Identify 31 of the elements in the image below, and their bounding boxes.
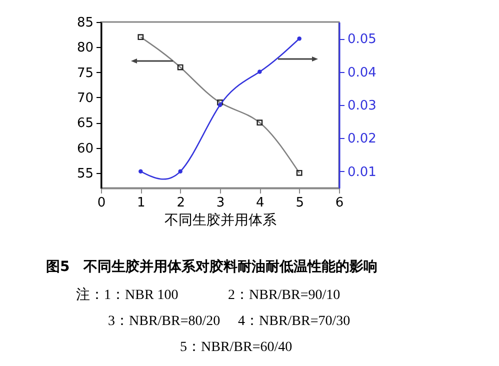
point bbox=[258, 70, 262, 74]
x-tick-label: 0 bbox=[97, 196, 106, 210]
y-tick-label: 85 bbox=[76, 16, 94, 30]
x-tick-label: 5 bbox=[296, 196, 304, 210]
x-tick-label: 2 bbox=[176, 196, 185, 210]
point bbox=[178, 169, 182, 174]
point bbox=[218, 102, 222, 108]
y-tick-label: 55 bbox=[76, 166, 94, 182]
x-axis-title: 不同生胶并用体系 bbox=[164, 212, 276, 228]
y2-tick-label: 0.02 bbox=[348, 132, 376, 147]
text: 2：NBR/BR=90/10 bbox=[228, 287, 340, 304]
x-tick-label: 4 bbox=[256, 196, 264, 210]
point bbox=[138, 169, 143, 174]
y2-tick-label: 0.03 bbox=[348, 98, 376, 114]
text: 图5 不同生胶并用体系对胶料耐油耐低温性能的影响 bbox=[46, 258, 378, 276]
x-tick-label: 3 bbox=[216, 196, 225, 210]
y-tick-label: 80 bbox=[76, 40, 94, 56]
x-tick-label: 1 bbox=[137, 196, 146, 210]
point bbox=[297, 36, 302, 41]
y-tick-label: 65 bbox=[76, 116, 94, 132]
y-tick-label: 60 bbox=[76, 141, 94, 156]
y-tick-label: 70 bbox=[76, 90, 94, 106]
y2-tick-label: 0.04 bbox=[348, 65, 376, 80]
x-tick-label: 6 bbox=[335, 196, 344, 210]
text: 5：NBR/BR=60/40 bbox=[180, 339, 292, 356]
text: 3：NBR/BR=80/20 bbox=[108, 313, 220, 330]
y2-tick-label: 0.01 bbox=[348, 164, 376, 180]
text: 注：1：NBR 100 bbox=[76, 286, 178, 304]
text: 4：NBR/BR=70/30 bbox=[238, 313, 350, 330]
y2-tick-label: 0.05 bbox=[348, 32, 376, 48]
y-tick-label: 75 bbox=[76, 66, 94, 81]
